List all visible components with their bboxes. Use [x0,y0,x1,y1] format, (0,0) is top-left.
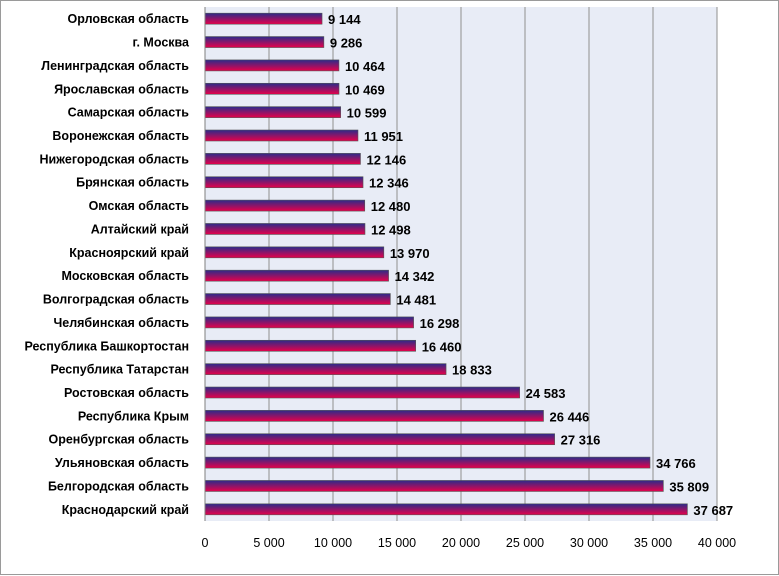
value-label: 10 469 [345,82,385,97]
category-label: Белгородская область [48,479,189,493]
bar [204,246,385,259]
bar [204,176,364,189]
category-label: Челябинская область [53,316,189,330]
category-label: Самарская область [68,106,190,120]
category-label: Республика Башкортостан [24,339,189,353]
category-label: Республика Крым [78,409,189,423]
category-label: Ростовская область [64,386,189,400]
category-label: Республика Татарстан [50,363,189,377]
value-label: 26 446 [550,409,590,424]
value-label: 9 144 [328,12,361,27]
category-label: Красноярский край [69,246,189,260]
category-label: Омская область [89,199,190,213]
value-label: 27 316 [561,433,601,448]
bar [204,106,341,118]
value-label: 12 146 [366,152,406,167]
bar [204,153,361,165]
x-tick-label: 30 000 [570,536,608,550]
category-label: Ленинградская область [41,59,189,73]
bar [204,433,555,446]
value-label: 37 687 [693,503,733,518]
bar [204,36,325,48]
bar [204,339,416,352]
x-tick-label: 40 000 [698,536,736,550]
value-label: 12 480 [371,199,411,214]
value-label: 34 766 [656,456,696,471]
x-tick-label: 5 000 [253,536,284,550]
value-label: 16 298 [420,316,460,331]
category-labels: Орловская область г. Москва Ленинградская … [24,12,190,517]
value-label: 24 583 [526,386,566,401]
bar [204,223,366,235]
value-label: 10 464 [345,59,386,74]
bar [204,12,323,25]
category-label: Брянская область [76,176,189,190]
bar [204,503,688,516]
bar [204,129,359,142]
bar [204,199,366,212]
category-label: Алтайский край [91,222,189,236]
category-label: Ярославская область [54,82,189,96]
value-label: 13 970 [390,246,430,261]
category-label: Волгоградская область [43,293,189,307]
x-tick-label: 20 000 [442,536,480,550]
value-label: 14 342 [395,269,435,284]
value-label: 11 951 [364,129,403,144]
value-label: 18 833 [452,363,492,378]
bar [204,480,664,492]
category-label: Орловская область [68,12,190,26]
bars [204,12,688,516]
value-label: 10 599 [347,106,387,121]
bar [204,410,544,422]
category-label: Московская область [61,269,189,283]
x-tick-label: 10 000 [314,536,352,550]
x-tick-label: 0 [202,536,209,550]
category-label: Краснодарский край [62,503,189,517]
value-label: 9 286 [330,36,363,51]
bar [204,293,391,305]
category-label: г. Москва [133,36,191,50]
value-label: 35 809 [669,479,709,494]
category-label: Воронежская область [52,129,189,143]
value-label: 12 346 [369,176,409,191]
value-labels: 9 144 9 286 10 464 10 469 10 599 11 951 12 146… [328,12,733,518]
category-label: Ульяновская область [55,456,189,470]
bar [204,316,414,329]
bar [204,363,447,375]
value-label: 12 498 [371,222,411,237]
value-label: 16 460 [422,339,462,354]
category-label: Нижегородская область [39,152,189,166]
x-tick-label: 25 000 [506,536,544,550]
x-axis-ticks: 0 5 000 10 000 15 000 20 000 25 000 30 000 35 0… [202,536,737,550]
category-label: Оренбургская область [48,433,189,447]
value-label: 14 481 [396,293,436,308]
bar [204,269,389,282]
bar [204,386,520,399]
x-tick-label: 35 000 [634,536,672,550]
x-tick-label: 15 000 [378,536,416,550]
bar [204,82,340,95]
bar [204,59,340,72]
bar [204,456,651,469]
